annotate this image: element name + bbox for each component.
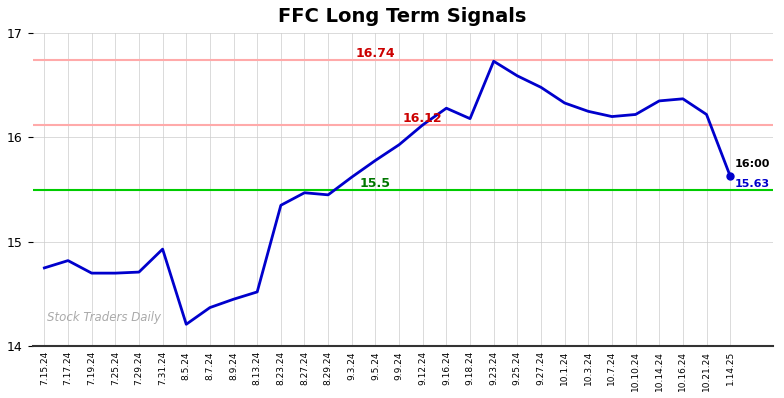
Text: Stock Traders Daily: Stock Traders Daily: [47, 311, 162, 324]
Text: 15.63: 15.63: [735, 179, 770, 189]
Text: 16.74: 16.74: [356, 47, 395, 60]
Text: 15.5: 15.5: [360, 177, 391, 189]
Text: 16:00: 16:00: [735, 158, 770, 168]
Text: 16.12: 16.12: [403, 112, 442, 125]
Title: FFC Long Term Signals: FFC Long Term Signals: [278, 7, 527, 26]
